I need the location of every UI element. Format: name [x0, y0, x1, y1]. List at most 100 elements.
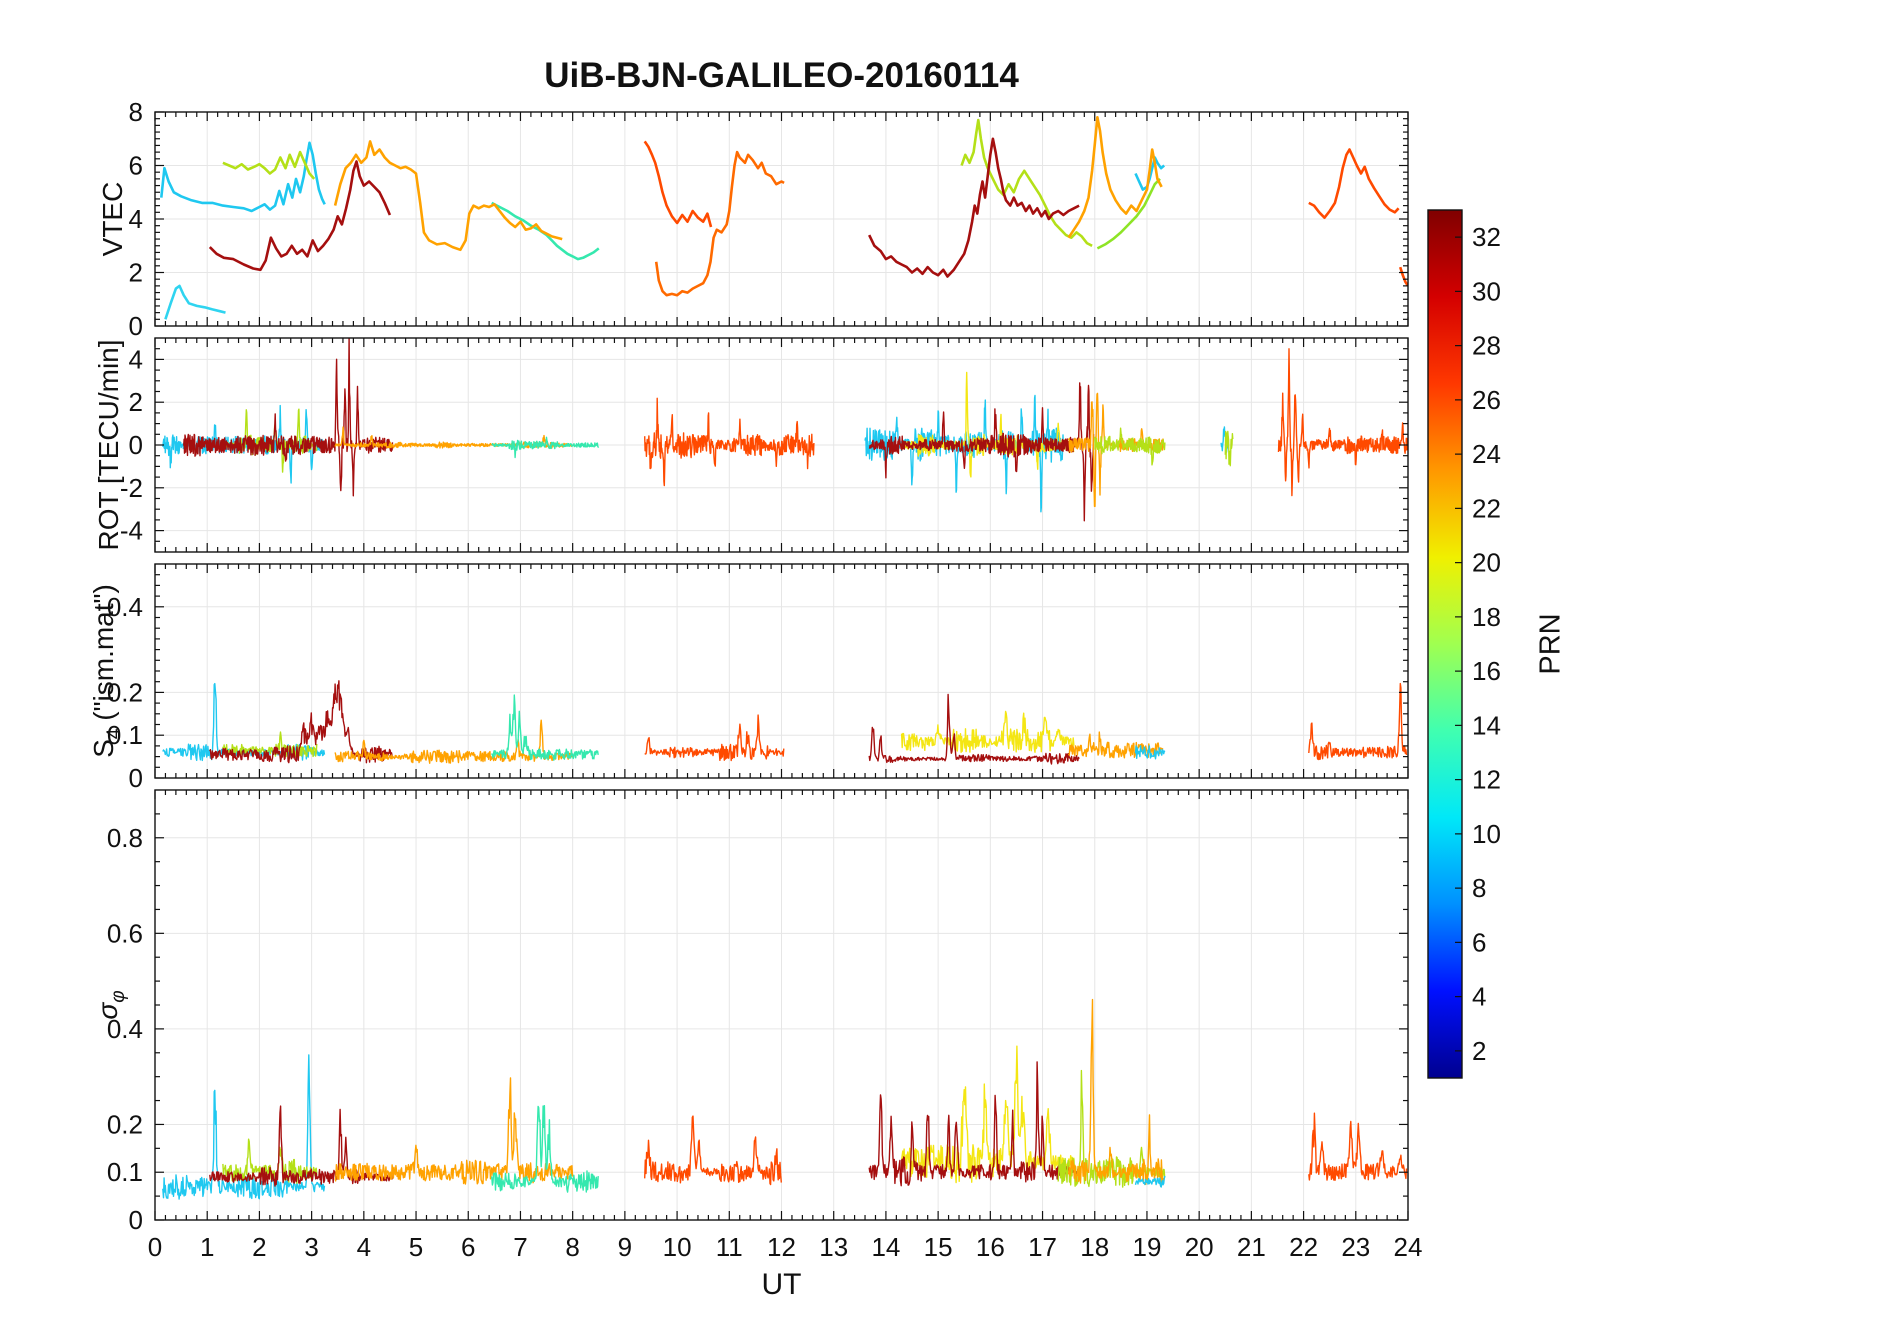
sigma-frame — [154, 789, 1409, 1221]
x-tick-label: 16 — [976, 1232, 1005, 1262]
s4-ytick-label: 0.2 — [107, 677, 143, 707]
x-tick-label: 0 — [148, 1232, 162, 1262]
rot-trace-prn-17 — [1094, 427, 1166, 466]
colorbar-gradient — [1428, 210, 1462, 1078]
colorbar-tick-label: 18 — [1472, 602, 1501, 632]
x-axis-label: UT — [761, 1268, 802, 1301]
vtec-trace-prn-11 — [164, 284, 226, 320]
x-tick-label: 5 — [409, 1232, 423, 1262]
s4-trace-prn-14 — [491, 694, 599, 761]
s4-axis-label: S4 ("ism.mat") — [88, 584, 126, 758]
rot-trace-prn-26 — [1277, 348, 1408, 497]
s4-ytick-label: 0 — [129, 763, 143, 793]
s4-frame — [154, 563, 1409, 779]
vtec-ytick-label: 4 — [129, 204, 143, 234]
x-tick-label: 3 — [304, 1232, 318, 1262]
s4-gridlines — [155, 564, 1408, 778]
vtec-trace-prn-26 — [643, 140, 713, 228]
s4-trace-prn-31 — [868, 693, 1080, 765]
sigma-gridlines — [155, 790, 1408, 1220]
s4-ytick-labels: 0 0.1 0.2 0.4 — [107, 592, 143, 793]
s4-axis-label-sub: 4 — [103, 728, 125, 740]
s4-trace-prn-26 — [644, 714, 785, 762]
rot-trace-prn-31 — [183, 338, 394, 497]
colorbar-tick-label: 4 — [1472, 982, 1486, 1012]
vtec-trace-prn-22 — [1067, 116, 1163, 239]
colorbar-tick-label: 8 — [1472, 873, 1486, 903]
x-tick-label: 12 — [767, 1232, 796, 1262]
x-tick-label: 14 — [871, 1232, 900, 1262]
s4-axis-label-rest: ("ism.mat") — [88, 584, 120, 729]
rot-ytick-label: 0 — [129, 430, 143, 460]
sigma-axis-label: σφ — [92, 990, 130, 1019]
x-tick-label: 15 — [924, 1232, 953, 1262]
vtec-trace-prn-17 — [222, 150, 316, 180]
x-tick-label: 4 — [357, 1232, 371, 1262]
vtec-trace-prn-12 — [160, 141, 326, 213]
sigma-ytick-label: 0.4 — [107, 1014, 143, 1044]
colorbar-tick-label: 14 — [1472, 710, 1501, 740]
vtec-trace-prn-14 — [491, 201, 600, 261]
x-tick-label: 24 — [1394, 1232, 1423, 1262]
s4-trace-prn-12 — [1134, 745, 1166, 760]
rot-trace-prn-14 — [491, 436, 600, 459]
vtec-trace-prn-31 — [868, 137, 1080, 278]
vtec-trace-prn-16 — [1096, 177, 1161, 250]
vtec-axis-label: VTEC — [97, 182, 129, 257]
vtec-gridlines — [155, 112, 1408, 326]
sigma-trace-prn-17 — [222, 1138, 318, 1184]
s4-trace-prn-22 — [1067, 731, 1164, 759]
figure-title: UiB-BJN-GALILEO-20160114 — [544, 56, 1019, 95]
sigma-ytick-labels: 0 0.1 0.2 0.4 0.6 0.8 — [107, 823, 143, 1235]
s4-ytick-label: 0.1 — [107, 720, 143, 750]
rot-trace-prn-12 — [864, 394, 1065, 513]
sigma-ticks — [154, 790, 1409, 1221]
sigma-trace-prn-19 — [900, 1045, 1075, 1184]
vtec-panel: 0 2 4 6 8 — [129, 97, 1409, 341]
sigma-axis-label-sub: φ — [107, 990, 129, 1003]
s4-axis-label-main: S — [88, 739, 120, 758]
vtec-ytick-labels: 0 2 4 6 8 — [129, 97, 143, 341]
colorbar-tick-label: 28 — [1472, 331, 1501, 361]
vtec-axis-label-text: VTEC — [97, 181, 128, 257]
vtec-ytick-label: 8 — [129, 97, 143, 127]
rot-panel: -4 -2 0 2 4 — [120, 337, 1409, 553]
s4-series — [162, 680, 1408, 765]
vtec-ytick-label: 6 — [129, 151, 143, 181]
s4-trace-prn-31 — [209, 680, 393, 764]
x-tick-label: 18 — [1080, 1232, 1109, 1262]
rot-series — [162, 338, 1408, 522]
rot-trace-prn-26 — [644, 397, 815, 487]
x-tick-label: 8 — [565, 1232, 579, 1262]
vtec-trace-prn-17 — [960, 118, 1093, 247]
sigma-ytick-label: 0.1 — [107, 1157, 143, 1187]
x-tick-label: 19 — [1132, 1232, 1161, 1262]
x-tick-label: 1 — [200, 1232, 214, 1262]
x-tick-label: 21 — [1237, 1232, 1266, 1262]
colorbar-tick-label: 12 — [1472, 765, 1501, 795]
colorbar-tick-label: 2 — [1472, 1036, 1486, 1066]
x-tick-label: 2 — [252, 1232, 266, 1262]
vtec-trace-prn-31 — [208, 160, 392, 272]
vtec-trace-prn-24 — [654, 150, 785, 297]
vtec-trace-prn-26 — [1308, 148, 1400, 219]
s4-ytick-label: 0.4 — [107, 592, 143, 622]
vtec-series — [160, 116, 1408, 320]
x-tick-label: 17 — [1028, 1232, 1057, 1262]
sigma-trace-prn-26 — [1308, 1112, 1408, 1181]
rot-trace-prn-22 — [334, 426, 573, 449]
rot-trace-prn-17 — [1224, 430, 1234, 467]
rot-ytick-label: 4 — [129, 344, 143, 374]
x-tick-label: 13 — [819, 1232, 848, 1262]
colorbar-tick-label: 6 — [1472, 927, 1486, 957]
vtec-trace-prn-12 — [1134, 156, 1166, 191]
vtec-ytick-label: 0 — [129, 311, 143, 341]
rot-ticks — [154, 338, 1409, 552]
colorbar-tick-label: 30 — [1472, 276, 1501, 306]
colorbar-tick-label: 24 — [1472, 439, 1501, 469]
sigma-trace-prn-12 — [162, 1054, 326, 1200]
rot-axis-label: ROT [TECU/min] — [93, 339, 125, 550]
sigma-trace-prn-26 — [644, 1115, 782, 1186]
